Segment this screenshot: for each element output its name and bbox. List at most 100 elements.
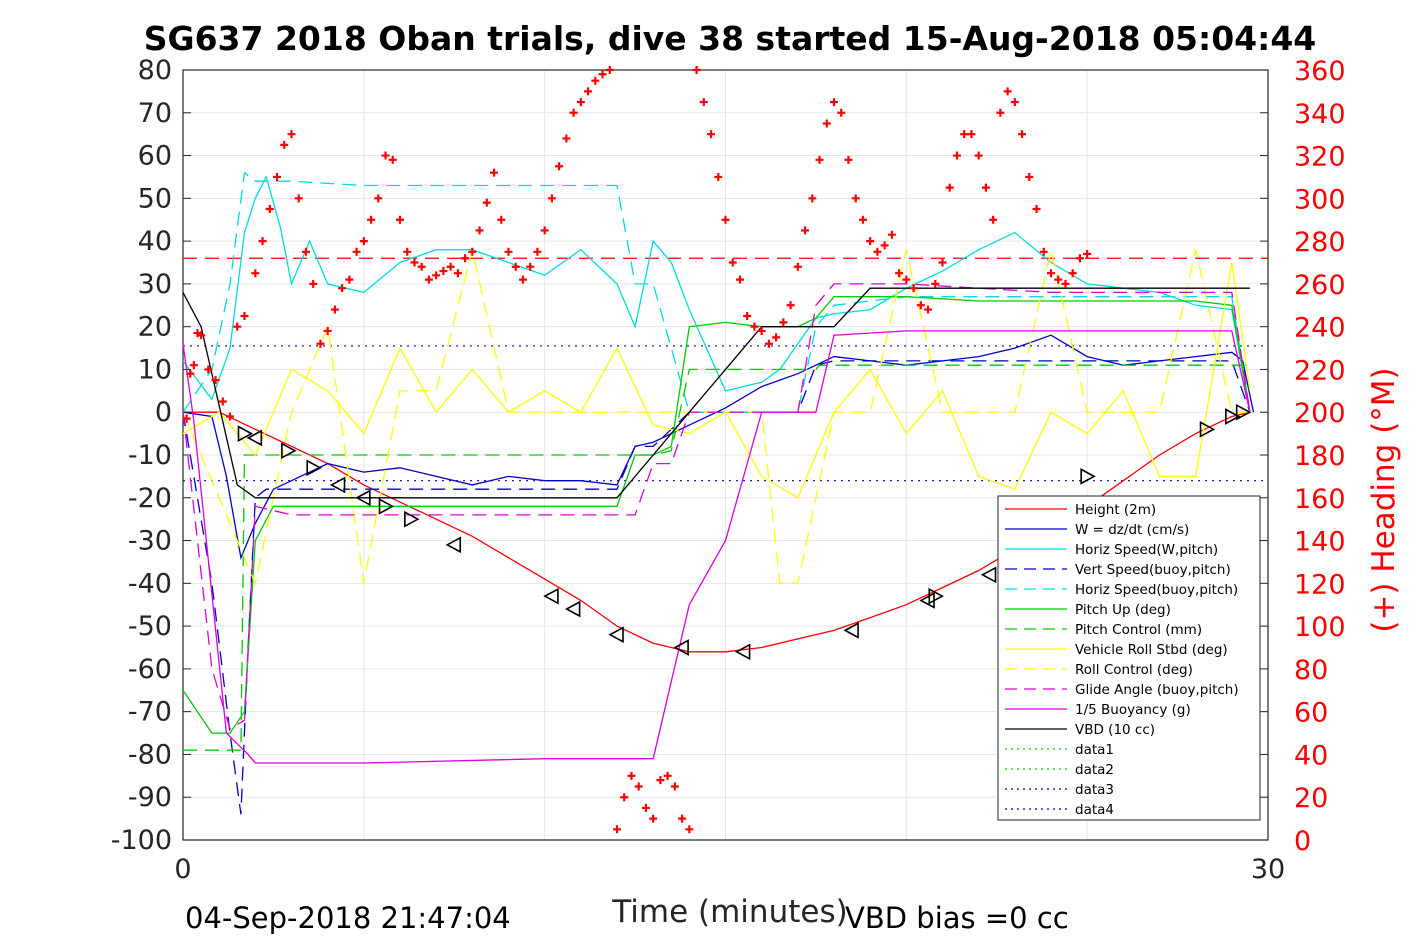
tick-label-right: 60 — [1294, 698, 1328, 729]
heading-point — [1075, 254, 1084, 263]
heading-point — [938, 258, 947, 267]
profile-marker — [355, 489, 371, 507]
tick-label-right: 20 — [1294, 783, 1328, 814]
heading-point — [707, 130, 716, 139]
profile-marker — [1080, 468, 1096, 485]
tick-label-left: -90 — [128, 782, 172, 813]
heading-points — [182, 66, 1092, 834]
tick-label-left: -10 — [128, 440, 172, 471]
heading-point — [424, 275, 433, 284]
heading-point — [504, 247, 513, 256]
tick-label-left: 80 — [138, 55, 172, 86]
series-line-10 — [182, 330, 1251, 764]
profile-marker — [246, 429, 263, 447]
heading-point — [743, 311, 752, 320]
legend-label: data3 — [1075, 782, 1114, 798]
tick-label-left: 50 — [138, 183, 172, 214]
tick-label-right: 40 — [1294, 740, 1328, 771]
heading-point — [591, 76, 600, 85]
heading-point — [685, 825, 694, 834]
tick-label-left: 0 — [155, 397, 172, 428]
heading-point — [569, 108, 578, 117]
heading-point — [374, 194, 383, 203]
heading-point — [1039, 247, 1048, 256]
heading-point — [182, 414, 191, 423]
heading-point — [381, 151, 390, 160]
y-axis-right: 3603403203002802602402202001801601401201… — [1260, 56, 1346, 857]
heading-point — [280, 140, 289, 149]
heading-point — [960, 130, 969, 139]
heading-point — [540, 226, 549, 235]
tick-label-left: -20 — [128, 483, 172, 514]
heading-point — [1054, 275, 1063, 284]
legend-label: 1/5 Buoyancy (g) — [1075, 702, 1191, 718]
tick-label-right: 180 — [1294, 441, 1346, 472]
profile-marker — [329, 476, 346, 494]
tick-label-left: 40 — [138, 226, 172, 257]
heading-point — [714, 172, 723, 181]
heading-point — [757, 326, 766, 335]
heading-point — [468, 247, 477, 256]
legend-label: VBD (10 cc) — [1075, 722, 1155, 738]
heading-point — [1083, 249, 1092, 258]
tick-label-x: 0 — [174, 854, 191, 885]
profile-marker — [734, 643, 751, 661]
profile-marker — [237, 425, 254, 442]
x-axis-label: Time (minutes) — [611, 894, 847, 930]
heading-point — [981, 183, 990, 192]
heading-point — [204, 365, 213, 374]
heading-point — [258, 237, 267, 246]
series-line-9 — [182, 283, 1251, 730]
series-line-5 — [182, 296, 1251, 734]
heading-point — [273, 172, 282, 181]
heading-point — [656, 776, 665, 785]
legend-label: Height (2m) — [1075, 502, 1156, 518]
profile-marker — [404, 510, 420, 528]
heading-point — [186, 369, 195, 378]
heading-point — [226, 412, 235, 421]
heading-point — [699, 98, 708, 107]
y-axis-right-label: (+) Heading (°M) — [1366, 367, 1402, 632]
tick-label-left: -40 — [128, 568, 172, 599]
heading-point — [627, 771, 636, 780]
heading-point — [902, 275, 911, 284]
legend-label: data2 — [1075, 762, 1114, 778]
tick-label-left: 10 — [138, 354, 172, 385]
profile-marker — [543, 587, 559, 605]
series-line-7 — [182, 262, 1251, 499]
tick-label-right: 260 — [1294, 270, 1346, 301]
y-axis-left: 80 70 60 50 40 30 20 10 0 -10 -20 -30 -40 -50 -60 -70 -8… — [111, 55, 191, 856]
heading-point — [692, 66, 701, 74]
heading-point — [1010, 98, 1019, 107]
heading-point — [490, 168, 499, 177]
tick-label-right: 300 — [1294, 184, 1346, 215]
legend-label: data1 — [1075, 742, 1114, 758]
heading-point — [952, 151, 961, 160]
legend-label: Roll Control (deg) — [1075, 662, 1193, 678]
heading-point — [475, 226, 484, 235]
heading-point — [432, 271, 441, 280]
tick-label-left: 30 — [138, 269, 172, 300]
heading-point — [1032, 205, 1041, 214]
legend-label: Vehicle Roll Stbd (deg) — [1075, 642, 1228, 658]
tick-label-right: 280 — [1294, 227, 1346, 258]
heading-point — [301, 247, 310, 256]
chart-title: SG637 2018 Oban trials, dive 38 started … — [144, 19, 1317, 58]
legend-label: Horiz Speed(buoy,pitch) — [1075, 582, 1238, 598]
heading-point — [367, 215, 376, 224]
heading-point — [670, 782, 679, 791]
heading-point — [555, 162, 564, 171]
profile-marker — [445, 536, 462, 554]
footer-timestamp: 04-Sep-2018 21:47:04 — [185, 901, 511, 935]
tick-label-left: -30 — [128, 526, 172, 557]
tick-label-left: -60 — [128, 654, 172, 685]
heading-point — [197, 331, 206, 340]
tick-label-left: -50 — [128, 611, 172, 642]
heading-point — [211, 376, 220, 385]
tick-label-left: -70 — [128, 697, 172, 728]
heading-point — [388, 155, 397, 164]
heading-point — [1003, 87, 1012, 96]
heading-point — [533, 247, 542, 256]
heading-point — [323, 326, 332, 335]
tick-label-left: -80 — [128, 739, 172, 770]
